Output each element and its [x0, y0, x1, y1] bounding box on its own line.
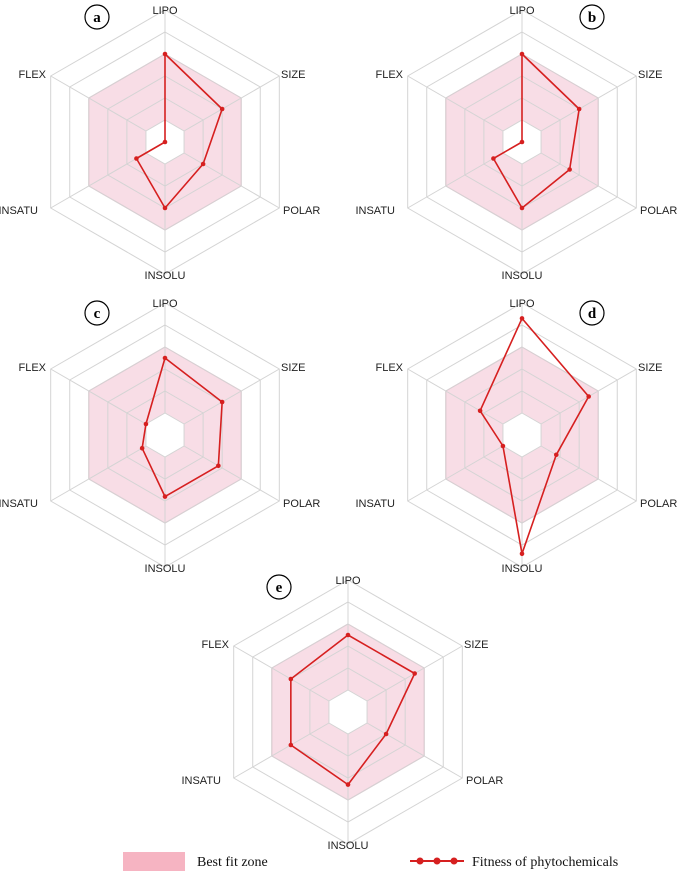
axis-label-flex: FLEX — [201, 639, 229, 651]
axis-label-polar: POLAR — [640, 498, 677, 510]
legend-fitness-symbol — [410, 857, 464, 865]
axis-label-insatu: INSATU — [181, 775, 221, 787]
spoke-size — [540, 75, 637, 132]
legend-best-fit-swatch — [123, 852, 185, 871]
data-point-insatu — [288, 742, 294, 748]
data-point-flex — [519, 139, 525, 145]
spoke-polar — [366, 722, 463, 779]
data-point-size — [219, 399, 225, 405]
radar-panel-d: LIPO SIZE POLAR INSOLU INSATU FLEX d — [355, 298, 677, 575]
spoke-insatu — [407, 152, 504, 209]
data-point-flex — [162, 139, 168, 145]
spoke-flex — [50, 75, 147, 132]
data-point-flex — [143, 421, 149, 427]
legend-best-fit-label: Best fit zone — [197, 855, 268, 870]
axis-label-lipo: LIPO — [152, 298, 178, 310]
axis-label-insatu: INSATU — [355, 498, 395, 510]
panel-letter: b — [588, 10, 596, 26]
legend: Best fit zone Fitness of phytochemicals — [123, 852, 618, 871]
data-point-size — [412, 671, 417, 676]
data-point-size — [219, 106, 225, 112]
spoke-insatu — [50, 445, 147, 502]
axis-label-flex: FLEX — [18, 362, 46, 374]
axis-label-size: SIZE — [281, 362, 305, 374]
data-point-lipo — [162, 51, 168, 57]
axis-label-polar: POLAR — [283, 498, 320, 510]
data-point-insolu — [519, 551, 525, 557]
spoke-polar — [540, 152, 637, 209]
spoke-flex — [233, 645, 330, 702]
axis-label-lipo: LIPO — [335, 575, 361, 587]
spoke-insatu — [233, 722, 330, 779]
radar-panel-b: LIPO SIZE POLAR INSOLU INSATU FLEX b — [355, 4, 677, 282]
data-point-flex — [477, 408, 483, 414]
data-point-polar — [200, 161, 206, 167]
radar-panels: LIPO SIZE POLAR INSOLU INSATU FLEX a LIPO SIZE PO… — [0, 4, 677, 852]
axis-label-insolu: INSOLU — [502, 563, 543, 575]
data-point-lipo — [162, 355, 168, 361]
spoke-flex — [407, 368, 504, 425]
panel-letter: a — [93, 10, 101, 26]
axis-label-size: SIZE — [281, 69, 305, 81]
axis-label-insatu: INSATU — [0, 205, 38, 217]
panel-letter: e — [276, 580, 283, 596]
spoke-polar — [183, 152, 280, 209]
data-point-insolu — [162, 494, 168, 499]
data-point-insatu — [500, 443, 506, 449]
data-point-insolu — [519, 205, 525, 211]
axis-label-size: SIZE — [638, 69, 662, 81]
data-point-polar — [216, 463, 221, 469]
axis-label-insatu: INSATU — [355, 205, 395, 217]
panel-letter-circle — [579, 4, 605, 30]
axis-label-flex: FLEX — [18, 69, 46, 81]
axis-label-lipo: LIPO — [509, 5, 535, 17]
data-point-insatu — [134, 156, 139, 161]
panel-letter: d — [588, 306, 597, 322]
axis-label-size: SIZE — [464, 639, 488, 651]
panel-letter: c — [94, 306, 101, 322]
axis-label-lipo: LIPO — [152, 5, 178, 17]
legend-fitness-label: Fitness of phytochemicals — [472, 855, 618, 870]
data-point-flex — [288, 676, 294, 682]
radar-panel-e: LIPO SIZE POLAR INSOLU INSATU FLEX e — [181, 574, 503, 852]
panel-letter-circle — [84, 4, 110, 30]
data-point-insatu — [139, 445, 145, 451]
data-point-lipo — [519, 316, 525, 321]
panel-letter-circle — [266, 574, 292, 600]
axis-label-lipo: LIPO — [509, 298, 535, 310]
data-point-polar — [553, 452, 559, 458]
spoke-insatu — [407, 445, 504, 502]
spoke-flex — [50, 368, 147, 425]
data-point-insolu — [162, 205, 168, 211]
data-point-size — [576, 106, 582, 112]
axis-label-polar: POLAR — [466, 775, 503, 787]
axis-label-polar: POLAR — [283, 205, 320, 217]
panel-letter-circle — [84, 300, 110, 326]
data-point-lipo — [519, 51, 525, 57]
data-point-lipo — [345, 632, 351, 638]
radar-panel-c: LIPO SIZE POLAR INSOLU INSATU FLEX c — [0, 298, 320, 575]
axis-label-insatu: INSATU — [0, 498, 38, 510]
spoke-size — [183, 75, 280, 132]
spoke-polar — [183, 445, 280, 502]
axis-label-flex: FLEX — [375, 69, 403, 81]
axis-label-insolu: INSOLU — [145, 270, 186, 282]
axis-label-insolu: INSOLU — [502, 270, 543, 282]
spoke-size — [183, 368, 280, 425]
axis-label-insolu: INSOLU — [145, 563, 186, 575]
axis-label-insolu: INSOLU — [328, 840, 369, 852]
data-point-polar — [567, 167, 572, 172]
data-point-insolu — [345, 782, 351, 787]
data-point-size — [586, 394, 591, 399]
data-point-polar — [383, 731, 389, 737]
spoke-insatu — [50, 152, 147, 209]
axis-label-polar: POLAR — [640, 205, 677, 217]
axis-label-flex: FLEX — [375, 362, 403, 374]
panel-letter-circle — [579, 300, 605, 326]
spoke-flex — [407, 75, 504, 132]
axis-label-size: SIZE — [638, 362, 662, 374]
data-point-insatu — [491, 156, 496, 161]
radar-panel-a: LIPO SIZE POLAR INSOLU INSATU FLEX a — [0, 4, 320, 282]
